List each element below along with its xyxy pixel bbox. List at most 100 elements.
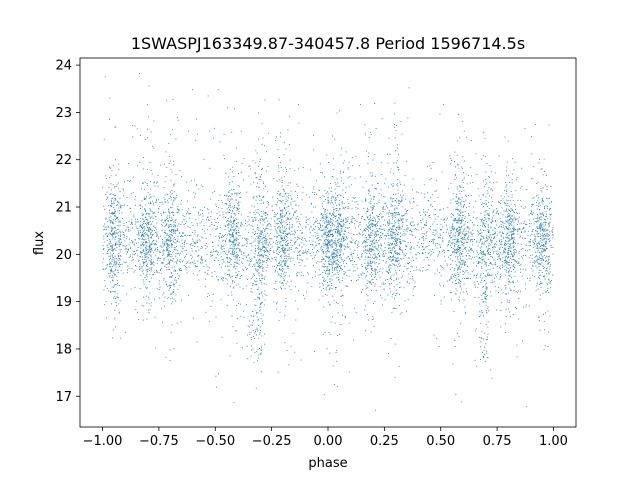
data-point [120,206,122,208]
data-point [522,257,524,259]
data-point [207,296,208,297]
data-point [334,182,336,183]
data-point [271,246,273,248]
data-point [195,242,197,244]
data-point [110,245,112,247]
data-point [256,233,258,235]
data-point [503,202,505,204]
data-point [332,204,334,206]
data-point [550,218,551,220]
data-point [539,202,541,204]
data-point [392,213,394,215]
data-point [148,298,150,300]
data-point [333,212,335,214]
data-point [326,225,327,227]
data-point [536,205,538,206]
data-point [459,271,461,273]
data-point [292,332,294,334]
data-point [294,351,296,353]
data-point [288,275,290,277]
data-point [337,335,339,337]
data-point [176,263,178,265]
data-point [463,160,465,162]
data-point [332,214,334,216]
data-point [166,216,168,218]
data-point [525,224,527,226]
data-point [458,248,460,250]
data-point [278,157,280,158]
data-point [505,193,507,195]
data-point [504,323,506,325]
data-point [164,266,166,267]
data-point [136,234,138,236]
data-point [486,265,487,267]
data-point [255,268,257,270]
data-point [216,251,218,252]
data-point [507,256,509,258]
data-point [429,249,431,251]
data-point [382,260,384,262]
data-point [111,270,113,272]
data-point [370,134,372,136]
data-point [165,224,167,226]
data-point [357,267,358,269]
data-point [130,193,132,195]
data-point [262,232,263,233]
data-point [550,213,552,215]
data-point [231,294,233,296]
data-point [470,219,472,221]
data-point [534,260,536,262]
data-point [374,300,376,302]
data-point [236,232,237,234]
data-point [106,264,108,266]
data-point [537,261,539,263]
data-point [461,166,463,168]
data-point [120,231,122,233]
data-point [417,252,419,253]
data-point [279,268,280,270]
data-point [282,282,284,283]
data-point [307,272,309,274]
data-point [397,266,399,268]
data-point [110,269,112,271]
data-point [499,231,501,233]
data-point [192,240,194,242]
data-point [111,268,112,270]
data-point [128,220,130,222]
data-point [325,244,327,246]
data-point [373,198,374,200]
data-point [113,291,115,293]
data-point [393,246,395,248]
data-point [108,166,110,168]
data-point [346,220,348,222]
data-point [358,246,360,248]
data-point [375,224,377,225]
data-point [254,275,255,276]
data-point [483,293,485,294]
data-point [397,257,399,259]
data-point [164,244,166,246]
data-point [144,181,146,183]
data-point [291,239,293,241]
data-point [512,281,513,283]
data-point [388,211,390,213]
data-point [497,273,499,275]
data-point [114,227,116,229]
data-point [392,185,394,187]
data-point [400,194,402,196]
data-point [385,262,387,264]
data-point [457,188,459,190]
data-point [260,279,262,281]
data-point [389,252,391,253]
data-point [162,245,164,247]
data-point [534,239,536,241]
data-point [538,227,540,229]
data-point [167,240,169,242]
data-point [115,284,117,286]
data-point [262,215,264,217]
data-point [228,195,230,197]
data-point [118,202,120,204]
data-point [283,250,285,252]
data-point [112,218,114,220]
data-point [188,295,190,297]
